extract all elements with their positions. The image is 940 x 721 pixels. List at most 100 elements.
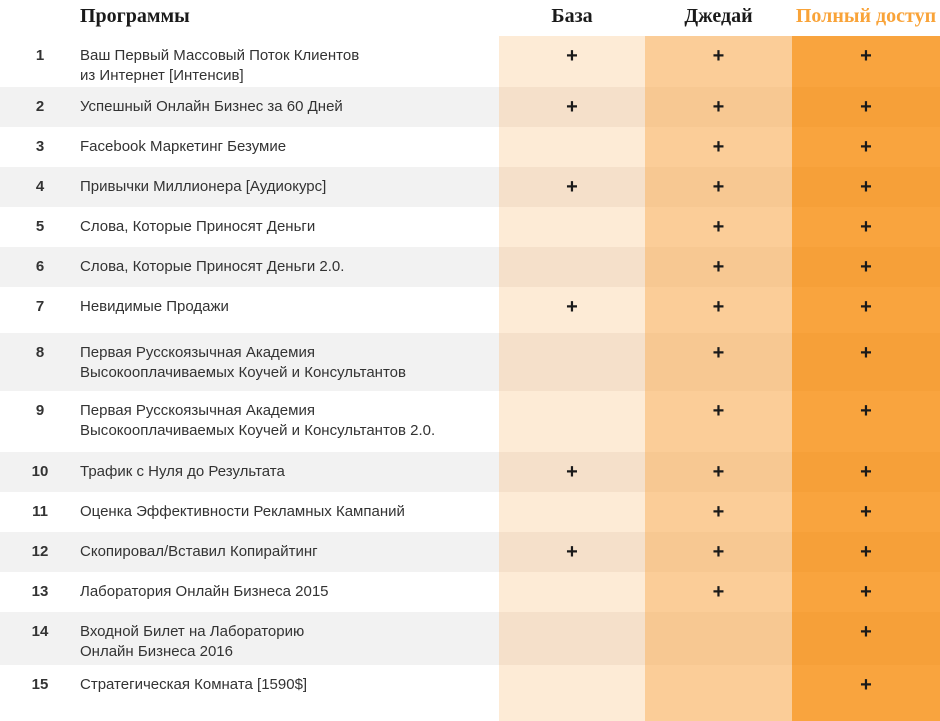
plus-mark: + <box>860 342 872 364</box>
row-number: 4 <box>0 167 80 207</box>
plus-mark: + <box>712 581 725 603</box>
plus-mark: + <box>860 96 872 118</box>
table-row: 9 Первая Русскоязычная Академия Высокооп… <box>0 391 940 452</box>
table-row: 3 Facebook Маркетинг Безумие + + <box>0 127 940 167</box>
jedi-tier-cell: + <box>645 287 792 333</box>
plus-mark: + <box>566 96 578 118</box>
full-access-tier-cell: + <box>792 452 940 492</box>
full-access-tier-cell: + <box>792 572 940 612</box>
plus-mark: + <box>860 256 872 278</box>
program-name: Входной Билет на Лабораторию Онлайн Бизн… <box>80 612 499 665</box>
column-header-jedi: Джедай <box>684 5 753 27</box>
row-number: 1 <box>35 47 45 64</box>
program-name: Стратегическая Комната [1590$] <box>80 676 308 693</box>
column-header-programs: Программы <box>80 5 190 27</box>
full-access-tier-cell: + <box>792 333 940 391</box>
plus-mark: + <box>712 461 725 483</box>
plus-mark: + <box>712 176 725 198</box>
table-row: 15 Стратегическая Комната [1590$] + <box>0 665 940 721</box>
table-row: 13 Лаборатория Онлайн Бизнеса 2015 + + <box>0 572 940 612</box>
row-number: 10 <box>0 452 80 492</box>
table-row: 1 Ваш Первый Массовый Поток Клиентов из … <box>0 36 940 87</box>
plus-mark: + <box>860 581 872 603</box>
full-access-tier-cell: + <box>792 36 940 87</box>
plus-mark: + <box>860 45 872 67</box>
plus-mark: + <box>712 296 725 318</box>
full-access-tier-cell: + <box>792 391 940 452</box>
program-name: Ваш Первый Массовый Поток Клиентов из Ин… <box>80 47 360 84</box>
baza-tier-cell: + <box>499 287 645 333</box>
jedi-tier-cell: + <box>645 167 792 207</box>
baza-tier-cell <box>499 247 645 287</box>
program-name: Слова, Которые Приносят Деньги 2.0. <box>80 247 499 287</box>
table-row: 12 Скопировал/Вставил Копирайтинг + + + <box>0 532 940 572</box>
row-number: 8 <box>0 333 80 391</box>
plus-mark: + <box>566 45 578 67</box>
plus-mark: + <box>860 501 872 523</box>
jedi-tier-cell: + <box>645 572 792 612</box>
program-name: Скопировал/Вставил Копирайтинг <box>80 532 499 572</box>
row-number: 12 <box>0 532 80 572</box>
jedi-tier-cell <box>645 665 792 721</box>
baza-tier-cell <box>499 665 645 721</box>
baza-tier-cell: + <box>499 452 645 492</box>
program-name: Трафик с Нуля до Результата <box>80 452 499 492</box>
row-number: 9 <box>35 402 45 419</box>
plus-mark: + <box>860 621 872 643</box>
program-name: Первая Русскоязычная Академия Высокоопла… <box>80 402 436 439</box>
plus-mark: + <box>712 256 725 278</box>
baza-tier-cell <box>499 492 645 532</box>
baza-tier-cell <box>499 207 645 247</box>
plus-mark: + <box>566 296 578 318</box>
plus-mark: + <box>860 296 872 318</box>
table-row: 6 Слова, Которые Приносят Деньги 2.0. + … <box>0 247 940 287</box>
plus-mark: + <box>712 501 725 523</box>
row-number: 14 <box>0 612 80 665</box>
table-body: 1 Ваш Первый Массовый Поток Клиентов из … <box>0 36 940 721</box>
plus-mark: + <box>860 136 872 158</box>
plus-mark: + <box>860 541 872 563</box>
full-access-tier-cell: + <box>792 492 940 532</box>
row-number: 7 <box>35 298 45 315</box>
plus-mark: + <box>860 400 872 422</box>
program-name: Привычки Миллионера [Аудиокурс] <box>80 167 499 207</box>
plus-mark: + <box>566 176 578 198</box>
row-number: 15 <box>31 676 49 693</box>
jedi-tier-cell: + <box>645 532 792 572</box>
plus-mark: + <box>712 96 725 118</box>
baza-tier-cell: + <box>499 36 645 87</box>
program-name: Facebook Маркетинг Безумие <box>80 138 287 155</box>
table-row: 11 Оценка Эффективности Рекламных Кампан… <box>0 492 940 532</box>
program-name: Оценка Эффективности Рекламных Кампаний <box>80 503 405 520</box>
table-row: 14 Входной Билет на Лабораторию Онлайн Б… <box>0 612 940 665</box>
baza-tier-cell: + <box>499 167 645 207</box>
column-header-baza: База <box>551 5 593 27</box>
plus-mark: + <box>712 136 725 158</box>
row-number: 6 <box>0 247 80 287</box>
plus-mark: + <box>860 216 872 238</box>
full-access-tier-cell: + <box>792 87 940 127</box>
full-access-tier-cell: + <box>792 287 940 333</box>
jedi-tier-cell: + <box>645 127 792 167</box>
baza-tier-cell <box>499 612 645 665</box>
full-access-tier-cell: + <box>792 207 940 247</box>
baza-tier-cell <box>499 127 645 167</box>
program-name: Слова, Которые Приносят Деньги <box>80 218 316 235</box>
baza-tier-cell <box>499 333 645 391</box>
table-header-row: Программы База Джедай Полный доступ <box>0 0 940 36</box>
plus-mark: + <box>712 400 725 422</box>
plus-mark: + <box>860 461 872 483</box>
full-access-tier-cell: + <box>792 167 940 207</box>
jedi-tier-cell <box>645 612 792 665</box>
jedi-tier-cell: + <box>645 207 792 247</box>
table-row: 4 Привычки Миллионера [Аудиокурс] + + + <box>0 167 940 207</box>
row-number: 2 <box>0 87 80 127</box>
program-name: Лаборатория Онлайн Бизнеса 2015 <box>80 583 329 600</box>
header-spacer <box>0 0 80 36</box>
jedi-tier-cell: + <box>645 391 792 452</box>
jedi-tier-cell: + <box>645 492 792 532</box>
program-name: Успешный Онлайн Бизнес за 60 Дней <box>80 87 499 127</box>
plus-mark: + <box>860 674 872 696</box>
plus-mark: + <box>566 541 578 563</box>
